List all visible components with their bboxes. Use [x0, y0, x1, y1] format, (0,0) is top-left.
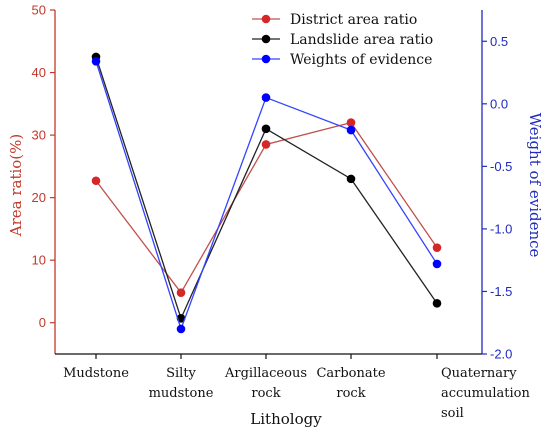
x-tick-label: Quaternary accumulation soil [441, 366, 531, 421]
data-point [261, 124, 271, 134]
x-tick-label-line: soil [441, 406, 464, 421]
data-point [261, 140, 271, 149]
x-tick-label-line: Silty [166, 366, 196, 381]
data-point [176, 324, 186, 334]
y-axis-left-title: Area ratio(%) [7, 134, 25, 238]
legend-label: District area ratio [290, 12, 417, 28]
series-2 [91, 56, 442, 334]
y-right-tick-label: -1.5 [490, 284, 512, 299]
y-left-tick-label: 40 [32, 65, 46, 80]
series-0 [91, 118, 442, 298]
data-point [346, 118, 356, 127]
data-point [346, 125, 356, 135]
y-left-tick-label: 0 [39, 315, 46, 330]
y-right-tick-label: 0.5 [490, 34, 508, 49]
series [91, 52, 442, 334]
legend-marker [261, 14, 271, 24]
x-tick-label-line: Carbonate [316, 366, 385, 381]
data-point [91, 56, 101, 66]
y-axis-right-title: Weight of evidence [526, 113, 544, 258]
y-right-tick-label: -2.0 [490, 347, 512, 362]
x-tick-label: Argillaceous rock [224, 366, 307, 401]
y-right-tick-label: -0.5 [490, 159, 512, 174]
data-point [91, 176, 101, 186]
legend-marker [261, 34, 271, 44]
x-tick-label-line: Mudstone [63, 366, 129, 381]
y-right-tick-label: 0.0 [490, 96, 508, 111]
y-left-tick-label: 50 [32, 3, 46, 18]
legend-label: Weights of evidence [290, 52, 432, 68]
legend: District area ratio Landslide area ratio W… [252, 12, 433, 68]
x-tick-label: Silty mudstone [149, 366, 214, 401]
x-tick-label-line: rock [251, 386, 280, 401]
data-point [176, 288, 186, 298]
data-point [432, 259, 442, 269]
x-tick-label: Mudstone [63, 366, 129, 381]
x-tick-label: Carbonate rock [316, 366, 385, 401]
axes: Area ratio(%) Weight of evidence Litholo… [7, 10, 544, 428]
y-left-tick-label: 30 [32, 128, 46, 143]
data-point [261, 93, 271, 102]
ticks: 0 10 20 30 40 50 0.5 0.0 -0.5 -1.0 -1.5 -2.0 Mudston… [32, 3, 531, 422]
y-right-tick-label: -1.0 [490, 221, 512, 236]
data-point [346, 174, 356, 184]
x-tick-label-line: mudstone [149, 386, 214, 401]
y-left-tick-label: 20 [32, 190, 46, 205]
x-tick-label-line: Argillaceous [224, 366, 307, 381]
data-point [432, 299, 442, 308]
legend-label: Landslide area ratio [290, 32, 433, 48]
x-tick-label-line: accumulation [441, 386, 531, 401]
x-tick-label-line: rock [336, 386, 365, 401]
y-left-tick-label: 10 [32, 253, 46, 268]
legend-marker [261, 54, 271, 64]
series-1 [91, 52, 442, 323]
x-tick-label-line: Quaternary [441, 366, 517, 381]
data-point [432, 243, 442, 252]
x-axis-title: Lithology [250, 410, 322, 428]
